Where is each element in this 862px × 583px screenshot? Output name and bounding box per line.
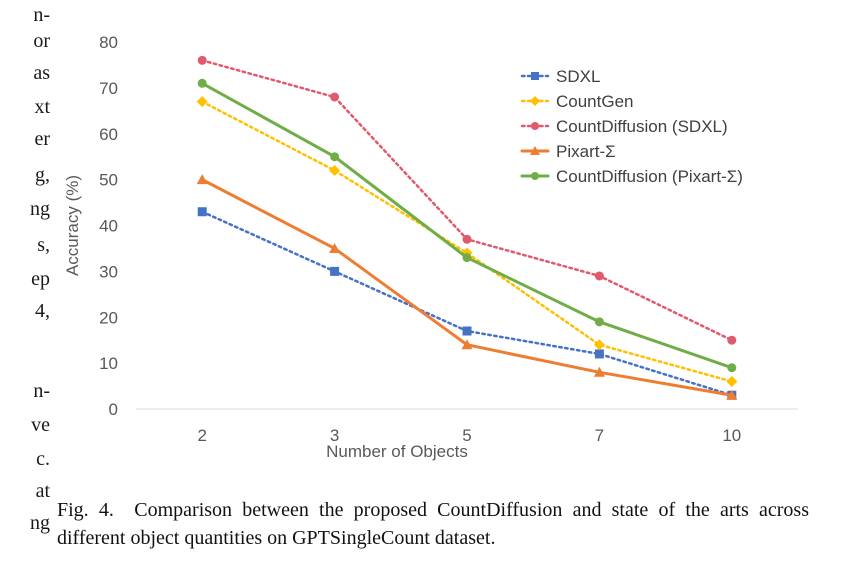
data-point [197, 78, 207, 88]
data-point [197, 55, 207, 65]
x-tick-label: 3 [330, 426, 339, 445]
legend-swatch-marker [531, 122, 539, 130]
fragment-text: s, [37, 234, 50, 256]
y-axis-title: Accuracy (%) [63, 175, 82, 276]
data-point [594, 271, 604, 281]
y-tick-label: 0 [109, 400, 118, 419]
fragment-text: or [33, 30, 50, 52]
data-point [462, 326, 472, 336]
fragment-text: ng [30, 512, 50, 534]
legend-label: Pixart-Σ [556, 142, 616, 161]
legend-swatch-marker [531, 172, 539, 180]
legend-label: CountDiffusion (Pixart-Σ) [556, 167, 743, 186]
data-point [329, 164, 341, 176]
x-tick-label: 2 [197, 426, 206, 445]
data-point [593, 339, 605, 351]
series-3 [196, 174, 738, 400]
legend-label: CountGen [556, 92, 634, 111]
left-column-fragments: n-or as xt er g, ng s, ep 4, n-ve c. at ng [0, 0, 60, 583]
data-point [330, 92, 340, 102]
series-line [200, 178, 734, 397]
fragment-text: g, [35, 164, 50, 186]
series-4 [197, 78, 737, 373]
data-point [330, 152, 340, 162]
data-point [727, 363, 737, 373]
legend-label: SDXL [556, 67, 600, 86]
fragment-text: ng [30, 198, 50, 220]
x-tick-label: 5 [462, 426, 471, 445]
x-tick-label: 7 [595, 426, 604, 445]
data-point [461, 339, 473, 350]
y-tick-label: 10 [99, 354, 118, 373]
legend-item: CountGen [520, 92, 634, 111]
data-point [329, 242, 341, 253]
data-point [330, 266, 340, 276]
data-point [462, 234, 472, 244]
data-point [594, 317, 604, 327]
fragment-text: ve [31, 414, 50, 436]
fragment-text: ep [31, 268, 50, 290]
series-line [200, 59, 734, 342]
y-tick-label: 20 [99, 308, 118, 327]
fragment-text: c. [36, 448, 50, 470]
data-point [196, 96, 208, 108]
caption-label: Fig. 4. [57, 499, 114, 521]
data-point [593, 366, 605, 377]
series-2 [197, 55, 737, 345]
line-chart: 0 10 20 30 40 50 60 70 80 2 3 5 7 10 Number of Objec… [63, 33, 798, 461]
data-point [726, 389, 738, 400]
y-tick-label: 80 [99, 33, 118, 52]
data-point [726, 375, 738, 387]
fragment-text: xt [34, 96, 50, 118]
figure-caption: Fig. 4. Comparison between the proposed … [57, 496, 809, 552]
y-tick-label: 50 [99, 171, 118, 190]
data-point [197, 207, 207, 217]
caption-text: Comparison between the proposed CountDif… [57, 499, 809, 549]
legend-swatch-marker [531, 72, 539, 80]
fragment-text: at [35, 480, 50, 502]
data-point [727, 335, 737, 345]
y-tick-label: 40 [99, 217, 118, 236]
fragment-text: n- [33, 380, 50, 402]
legend-item: SDXL [520, 67, 600, 86]
y-tick-label: 70 [99, 79, 118, 98]
x-axis-title: Number of Objects [326, 442, 468, 461]
data-point [462, 253, 472, 263]
y-tick-label: 60 [99, 125, 118, 144]
legend-label: CountDiffusion (SDXL) [556, 117, 728, 136]
series-group [196, 55, 738, 400]
data-point [594, 349, 604, 359]
x-tick-label: 10 [722, 426, 741, 445]
fragment-text: er [34, 128, 50, 150]
y-tick-label: 30 [99, 262, 118, 281]
legend-item: CountDiffusion (Pixart-Σ) [520, 167, 743, 186]
fragment-text: 4, [35, 300, 50, 322]
legend-swatch-marker [530, 96, 540, 106]
y-axis-ticks: 0 10 20 30 40 50 60 70 80 [99, 33, 118, 419]
fragment-text: as [33, 62, 50, 84]
fragment-text: n- [33, 4, 50, 26]
legend-swatch-marker [530, 146, 540, 155]
legend-item: CountDiffusion (SDXL) [520, 117, 728, 136]
legend-item: Pixart-Σ [520, 142, 616, 161]
data-point [196, 174, 208, 185]
legend: SDXL CountGen CountDiffusion (SDXL) Pixart-… [520, 67, 743, 186]
x-axis-ticks: 2 3 5 7 10 [197, 426, 741, 445]
